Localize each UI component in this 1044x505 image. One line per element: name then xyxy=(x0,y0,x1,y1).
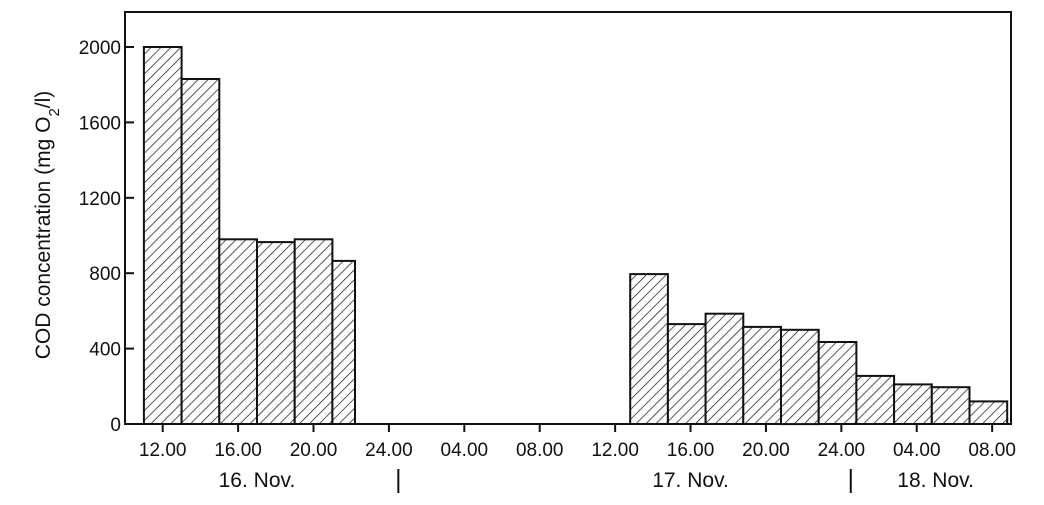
x-tick-label-2: 20.00 xyxy=(290,440,338,461)
bar-3 xyxy=(256,241,296,425)
x-tick-label-9: 24.00 xyxy=(818,440,866,461)
y-tick-label-1: 400 xyxy=(89,340,121,361)
x-tick-label-7: 16.00 xyxy=(667,440,715,461)
bar-10 xyxy=(780,328,820,426)
bar-15 xyxy=(968,400,1009,425)
bar-12 xyxy=(855,374,896,425)
bar-13 xyxy=(893,383,933,425)
x-tick-label-0: 12.00 xyxy=(139,440,187,461)
x-axis: 12.00 16.00 20.00 24.00 04.00 08.00 12.00 16.00… xyxy=(139,424,1016,461)
x-tick-label-6: 12.00 xyxy=(591,440,639,461)
y-tick-label-0: 0 xyxy=(110,415,121,436)
date-label-0: 16. Nov. xyxy=(219,469,296,492)
x-tick-label-8: 20.00 xyxy=(742,440,790,461)
y-tick-label-3: 1200 xyxy=(79,189,121,210)
bar-14 xyxy=(930,386,971,426)
x-tick-label-11: 08.00 xyxy=(968,440,1016,461)
x-tick-label-1: 16.00 xyxy=(214,440,262,461)
bar-1 xyxy=(180,78,221,425)
bar-0 xyxy=(142,46,183,425)
date-axis: 16. Nov. 17. Nov. 18. Nov. xyxy=(219,469,974,493)
x-tick-label-3: 24.00 xyxy=(365,440,413,461)
x-tick-label-5: 08.00 xyxy=(516,440,564,461)
plot-frame xyxy=(124,11,1012,425)
date-label-1: 17. Nov. xyxy=(652,469,729,492)
y-axis-label: COD concentration (mg O2/l) xyxy=(32,91,63,360)
bar-9 xyxy=(742,325,782,425)
y-tick-label-4: 1600 xyxy=(79,113,121,134)
bar-11 xyxy=(817,341,858,425)
bar-6 xyxy=(629,273,669,425)
bar-8 xyxy=(704,312,745,426)
y-axis: 0 400 800 1200 1600 2000 xyxy=(79,38,134,436)
bar-2 xyxy=(218,238,259,425)
date-label-2: 18. Nov. xyxy=(897,469,974,492)
bar-7 xyxy=(666,323,707,426)
y-tick-label-2: 800 xyxy=(89,264,121,285)
bar-4 xyxy=(293,238,334,425)
y-tick-label-5: 2000 xyxy=(79,38,121,59)
bars-group xyxy=(142,46,1009,426)
x-tick-label-10: 04.00 xyxy=(893,440,941,461)
x-tick-label-4: 04.00 xyxy=(441,440,489,461)
bar-5 xyxy=(331,259,356,425)
